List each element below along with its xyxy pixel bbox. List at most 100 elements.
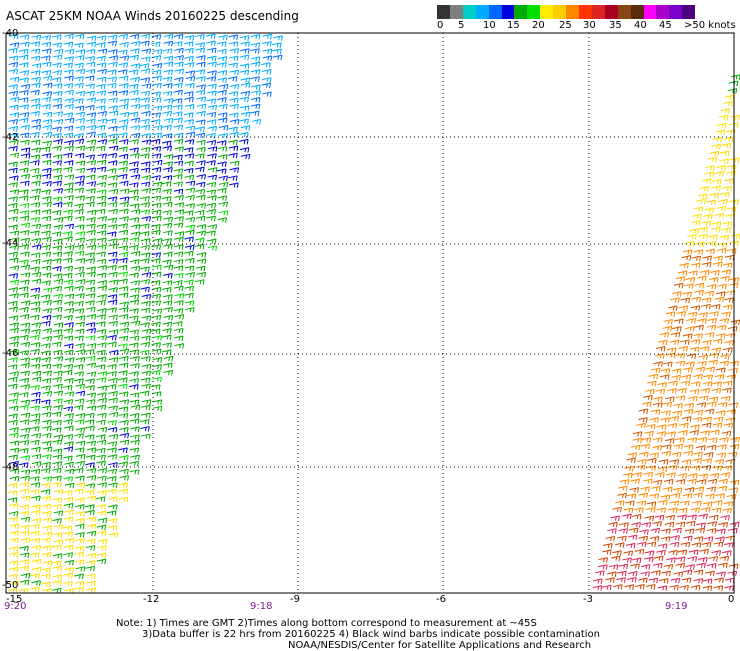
wind-barb	[716, 247, 727, 254]
wind-barb	[184, 153, 195, 159]
wind-barb	[18, 62, 29, 68]
wind-barb	[701, 465, 712, 471]
wind-barb	[129, 203, 140, 210]
wind-barb	[118, 391, 129, 397]
wind-barb	[118, 271, 128, 278]
wind-barb	[52, 314, 62, 321]
wind-barb	[638, 492, 649, 499]
wind-barb	[9, 112, 20, 118]
wind-barb	[644, 556, 654, 563]
wind-barb	[229, 167, 240, 173]
wind-barb	[75, 440, 86, 447]
wind-barb	[720, 354, 730, 360]
wind-barb	[85, 286, 96, 293]
wind-barb	[174, 244, 184, 250]
wind-barb	[721, 269, 731, 276]
wind-barb	[173, 188, 184, 195]
wind-barb	[108, 390, 118, 397]
wind-barb	[677, 507, 688, 514]
wind-barb	[52, 160, 63, 166]
wind-barb	[19, 70, 30, 76]
wind-barb	[9, 427, 19, 433]
wind-barb	[661, 444, 672, 450]
wind-barb	[251, 90, 261, 96]
wind-barb	[130, 103, 141, 110]
wind-barb	[675, 353, 686, 359]
wind-barb	[720, 275, 730, 282]
wind-barb	[152, 125, 163, 131]
wind-barb	[678, 305, 689, 311]
wind-barb	[682, 291, 692, 298]
wind-barb	[53, 356, 64, 362]
wind-barb	[107, 371, 117, 377]
wind-barb	[682, 569, 693, 576]
wind-barb	[86, 112, 97, 118]
wind-barb	[174, 146, 184, 152]
wind-barb	[152, 308, 163, 314]
lon-label-9: -9	[290, 594, 300, 605]
wind-barb	[196, 139, 206, 146]
wind-barb	[74, 559, 85, 566]
wind-barb	[130, 231, 141, 237]
wind-barb	[86, 530, 97, 537]
wind-barb	[75, 321, 85, 328]
wind-barb	[677, 387, 687, 394]
wind-barb	[649, 536, 660, 542]
wind-barb	[686, 318, 697, 324]
wind-barb	[19, 202, 30, 209]
wind-barb	[185, 187, 196, 194]
wind-barb	[52, 544, 62, 551]
wind-barb	[40, 146, 51, 153]
wind-barb	[118, 406, 129, 413]
wind-barb	[694, 324, 704, 331]
wind-barb	[130, 265, 141, 272]
wind-barb	[84, 419, 95, 425]
wind-barb	[63, 496, 74, 503]
wind-barb	[724, 542, 734, 548]
wind-barb	[656, 431, 667, 437]
wind-barb	[650, 527, 661, 534]
wind-barb	[51, 427, 62, 433]
wind-barb	[74, 82, 84, 89]
wind-barb	[52, 574, 63, 580]
wind-barb	[42, 272, 52, 279]
wind-barb	[608, 564, 619, 570]
wind-barb	[708, 396, 719, 403]
wind-barb	[86, 167, 97, 173]
wind-barb	[174, 209, 185, 215]
wind-barb	[670, 577, 681, 584]
wind-barb	[30, 413, 41, 419]
wind-barb	[20, 399, 31, 406]
wind-barb	[129, 469, 140, 475]
wind-barb	[64, 56, 74, 62]
wind-barb	[119, 475, 130, 481]
wind-barb	[702, 255, 712, 262]
wind-barb	[701, 178, 712, 184]
wind-barb	[19, 314, 30, 320]
wind-barb	[666, 472, 676, 478]
wind-barb	[229, 112, 239, 119]
wind-barb	[63, 187, 74, 194]
wind-barb	[119, 83, 129, 89]
wind-barb	[184, 210, 194, 216]
wind-map[interactable]	[0, 0, 740, 600]
wind-barb	[30, 230, 40, 236]
wind-barb	[20, 469, 31, 475]
wind-barb	[173, 222, 184, 229]
wind-barb	[86, 131, 96, 138]
wind-barb	[660, 417, 670, 423]
wind-barb	[74, 76, 84, 82]
wind-barb	[31, 545, 42, 551]
wind-barb	[693, 409, 703, 416]
wind-barb	[20, 264, 31, 271]
wind-barb	[64, 413, 74, 419]
wind-barb	[614, 542, 625, 548]
colorbar-label: 10	[483, 20, 496, 31]
wind-barb	[52, 97, 63, 104]
colorbar-segment	[617, 5, 631, 19]
wind-barb	[75, 390, 86, 397]
wind-barb	[97, 110, 108, 117]
wind-barb	[184, 292, 194, 299]
wind-barb	[9, 96, 20, 103]
wind-barb	[654, 514, 665, 521]
